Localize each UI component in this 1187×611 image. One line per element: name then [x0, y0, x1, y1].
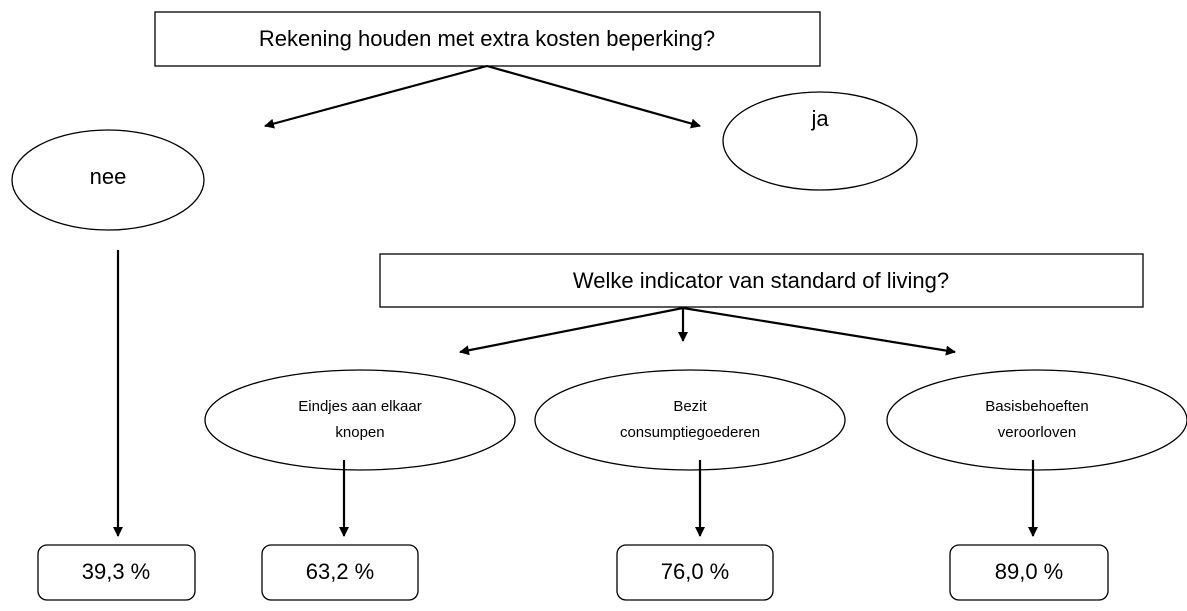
result-text: 76,0 %	[661, 559, 730, 584]
question-text: Rekening houden met extra kosten beperki…	[259, 26, 715, 51]
indicator-text: Eindjes aan elkaar	[298, 398, 421, 415]
answer-text: ja	[810, 106, 829, 131]
answer-text: nee	[90, 164, 127, 189]
indicator-text: Basisbehoeften	[985, 398, 1088, 415]
result-box	[37, 544, 196, 601]
indicator-text: veroorloven	[998, 424, 1076, 441]
answer-ellipse	[11, 129, 205, 231]
result-box	[616, 544, 774, 601]
arrow	[264, 64, 488, 129]
indicator-text: knopen	[335, 424, 384, 441]
indicator-ellipse	[886, 369, 1187, 471]
answer-ellipse	[722, 91, 918, 191]
indicator-ellipse	[204, 369, 516, 471]
question-text: Welke indicator van standard of living?	[573, 268, 949, 293]
result-text: 63,2 %	[306, 559, 375, 584]
arrow	[486, 64, 701, 129]
arrow	[459, 306, 684, 356]
indicator-text: consumptiegoederen	[620, 424, 760, 441]
indicator-text: Bezit	[673, 398, 707, 415]
result-box	[949, 544, 1109, 601]
arrow	[682, 306, 956, 356]
question-box	[154, 11, 821, 67]
result-text: 89,0 %	[995, 559, 1064, 584]
indicator-ellipse	[534, 369, 846, 471]
result-text: 39,3 %	[82, 559, 151, 584]
question-box	[379, 253, 1144, 308]
result-box	[261, 544, 419, 601]
